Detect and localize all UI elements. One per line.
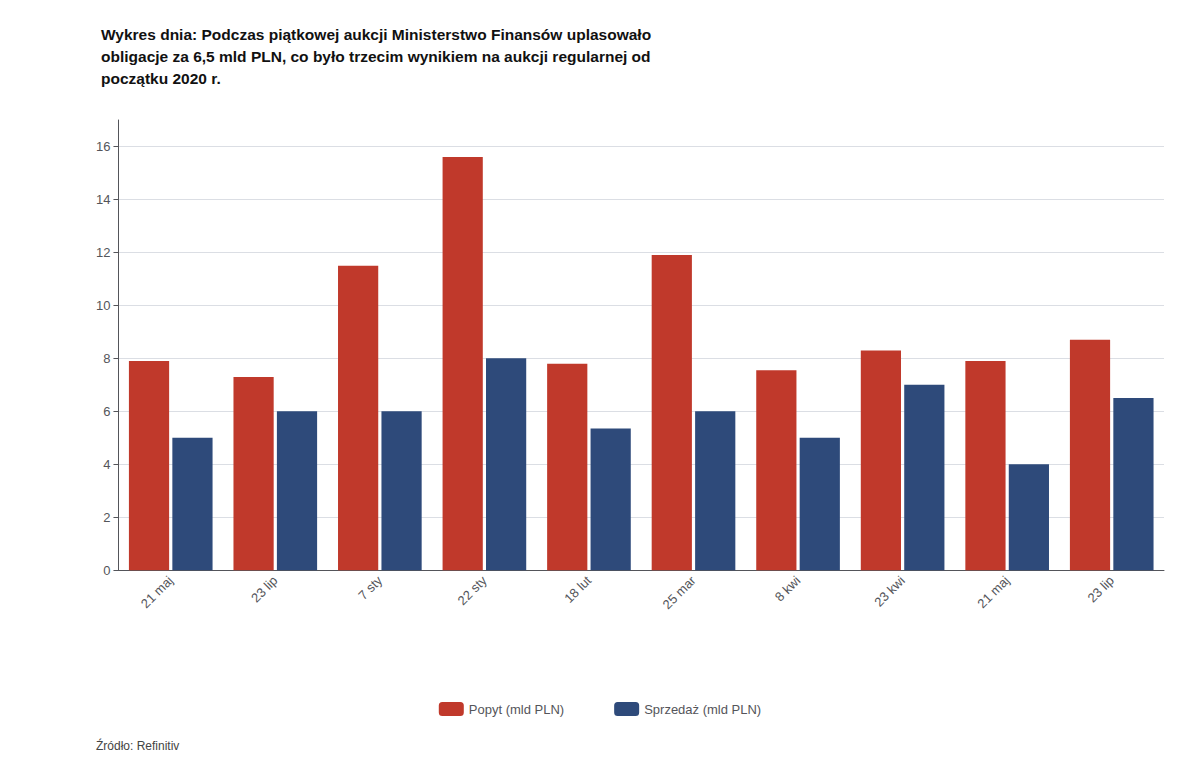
svg-text:8 kwi: 8 kwi xyxy=(772,573,804,605)
svg-text:6: 6 xyxy=(103,404,110,419)
svg-text:10: 10 xyxy=(96,298,110,313)
svg-text:0: 0 xyxy=(103,563,110,578)
svg-text:Źródło: Refinitiv: Źródło: Refinitiv xyxy=(96,738,179,753)
svg-text:Sprzedaż (mld PLN): Sprzedaż (mld PLN) xyxy=(644,702,761,717)
svg-text:4: 4 xyxy=(103,457,110,472)
svg-text:23 kwi: 23 kwi xyxy=(871,573,908,610)
svg-text:25 mar: 25 mar xyxy=(660,572,700,612)
svg-text:21 maj: 21 maj xyxy=(974,573,1012,611)
svg-text:obligacje za 6,5 mld PLN, co b: obligacje za 6,5 mld PLN, co było trzeci… xyxy=(101,48,651,65)
svg-text:21 maj: 21 maj xyxy=(138,573,176,611)
svg-text:Popyt (mld PLN): Popyt (mld PLN) xyxy=(469,702,564,717)
svg-text:14: 14 xyxy=(96,192,110,207)
svg-text:8: 8 xyxy=(103,351,110,366)
svg-text:23 lip: 23 lip xyxy=(1084,573,1117,606)
svg-text:22 sty: 22 sty xyxy=(455,573,490,608)
svg-text:2: 2 xyxy=(103,510,110,525)
svg-text:16: 16 xyxy=(96,139,110,154)
svg-text:Wykres dnia: Podczas piątkowej: Wykres dnia: Podczas piątkowej aukcji Mi… xyxy=(101,26,651,43)
svg-text:23 lip: 23 lip xyxy=(248,573,281,606)
svg-text:18 lut: 18 lut xyxy=(561,573,594,606)
svg-text:12: 12 xyxy=(96,245,110,260)
svg-text:początku 2020 r.: początku 2020 r. xyxy=(101,70,221,87)
svg-text:7 sty: 7 sty xyxy=(355,573,385,603)
